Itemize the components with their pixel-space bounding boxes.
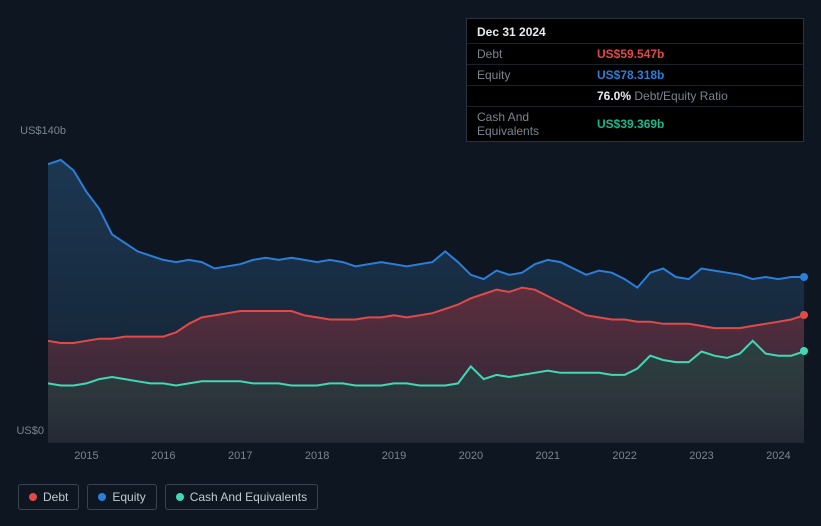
x-axis-label: 2023: [689, 450, 713, 462]
tooltip-value: US$39.369b: [587, 107, 803, 142]
tooltip-value: US$78.318b: [587, 65, 803, 86]
x-axis-label: 2024: [766, 450, 790, 462]
tooltip-value: US$59.547b: [587, 44, 803, 65]
legend-item-debt[interactable]: Debt: [18, 484, 79, 510]
x-axis-label: 2020: [459, 450, 483, 462]
tooltip-label: Equity: [467, 65, 587, 86]
tooltip-label: [467, 86, 587, 107]
tooltip-row-cash: Cash And Equivalents US$39.369b: [467, 107, 803, 142]
x-axis-label: 2015: [74, 450, 98, 462]
tooltip-date: Dec 31 2024: [467, 19, 803, 44]
chart-plot: [48, 145, 804, 443]
legend-item-cash[interactable]: Cash And Equivalents: [165, 484, 318, 510]
chart-root: Dec 31 2024 Debt US$59.547b Equity US$78…: [0, 0, 821, 526]
tooltip-row-equity: Equity US$78.318b: [467, 65, 803, 86]
legend-label: Debt: [43, 490, 68, 504]
x-axis-label: 2022: [612, 450, 636, 462]
tooltip-row-debt: Debt US$59.547b: [467, 44, 803, 65]
info-tooltip: Dec 31 2024 Debt US$59.547b Equity US$78…: [466, 18, 804, 142]
x-axis-label: 2021: [535, 450, 559, 462]
tooltip-value: 76.0% Debt/Equity Ratio: [587, 86, 803, 107]
tooltip-table: Debt US$59.547b Equity US$78.318b 76.0% …: [467, 44, 803, 141]
series-end-dot-debt: [800, 311, 808, 319]
legend: Debt Equity Cash And Equivalents: [18, 484, 318, 510]
x-axis-label: 2016: [151, 450, 175, 462]
legend-dot-icon: [29, 493, 37, 501]
series-end-dot-equity: [800, 273, 808, 281]
series-end-dot-cash: [800, 347, 808, 355]
tooltip-label: Cash And Equivalents: [467, 107, 587, 142]
legend-label: Cash And Equivalents: [190, 490, 307, 504]
legend-label: Equity: [112, 490, 145, 504]
tooltip-label: Debt: [467, 44, 587, 65]
x-axis-label: 2019: [382, 450, 406, 462]
y-axis-top-label: US$140b: [0, 125, 66, 137]
y-axis-bottom-label: US$0: [0, 425, 44, 437]
legend-dot-icon: [176, 493, 184, 501]
legend-dot-icon: [98, 493, 106, 501]
tooltip-row-ratio: 76.0% Debt/Equity Ratio: [467, 86, 803, 107]
x-axis-label: 2018: [305, 450, 329, 462]
x-axis-label: 2017: [228, 450, 252, 462]
legend-item-equity[interactable]: Equity: [87, 484, 156, 510]
